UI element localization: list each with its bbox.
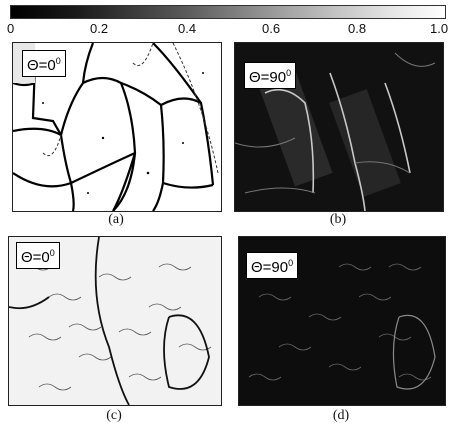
panel-d-angle-badge: Θ=900 [246, 252, 299, 279]
panel-a-angle-sup: 0 [55, 56, 61, 66]
panel-a-angle-label: Θ=0 [27, 57, 56, 74]
panel-c-angle-label: Θ=0 [21, 249, 50, 266]
panel-c-angle-sup: 0 [49, 248, 55, 258]
panel-c-caption: (c) [106, 408, 122, 423]
colorbar-tick-0.8: 0.8 [348, 21, 367, 36]
panel-a-caption: (a) [108, 212, 124, 227]
panel-d-angle-label: Θ=90 [251, 259, 289, 276]
panel-b-angle-badge: Θ=900 [244, 62, 297, 89]
colorbar-tick-0.6: 0.6 [262, 21, 281, 36]
colorbar-tick-0.4: 0.4 [178, 21, 197, 36]
colorbar-tick-0.2: 0.2 [90, 21, 109, 36]
colorbar-tick-1.0: 1.0 [430, 21, 449, 36]
panel-a-angle-badge: Θ=00 [22, 50, 66, 77]
colorbar-tick-0: 0 [7, 21, 15, 36]
grayscale-colorbar [10, 5, 446, 19]
panel-d-angle-sup: 0 [288, 258, 294, 268]
panel-b-image [234, 42, 444, 212]
panel-b-angle-sup: 0 [286, 68, 292, 78]
panel-b-caption: (b) [329, 212, 347, 227]
panel-a-image [12, 42, 222, 212]
panel-b-angle-label: Θ=90 [249, 69, 287, 86]
panel-d-caption: (d) [332, 408, 350, 423]
panel-c-angle-badge: Θ=00 [16, 242, 60, 269]
